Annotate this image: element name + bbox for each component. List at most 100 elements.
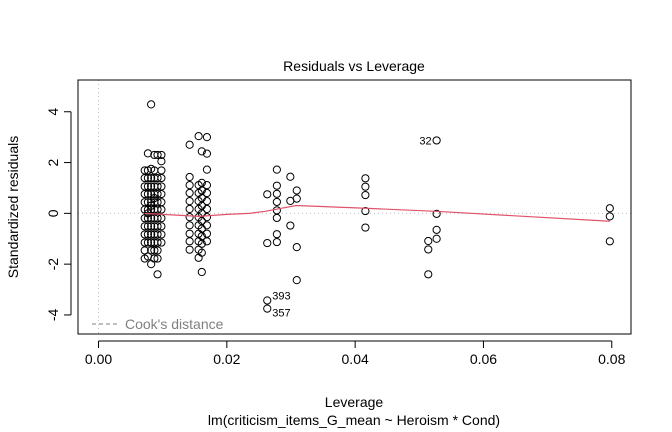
data-point xyxy=(185,188,194,198)
data-point xyxy=(147,100,156,109)
data-point xyxy=(147,214,156,223)
data-point xyxy=(361,190,370,200)
data-point xyxy=(194,132,203,141)
data-point xyxy=(143,214,153,223)
data-point xyxy=(147,230,156,239)
data-point xyxy=(153,270,162,279)
data-point xyxy=(202,188,212,198)
data-point xyxy=(140,166,149,175)
data-point xyxy=(185,140,194,149)
data-point xyxy=(153,230,162,239)
data-point xyxy=(272,206,281,215)
data-point xyxy=(202,229,212,238)
point-label: 393 xyxy=(272,290,290,302)
data-point xyxy=(153,246,162,255)
cooks-distance-legend-label: Cook's distance xyxy=(125,316,224,332)
y-axis-label: Standardized residuals xyxy=(5,136,21,278)
data-point xyxy=(147,238,156,247)
data-point xyxy=(143,149,153,158)
chart-subtitle: lm(criticism_items_G_mean ~ Heroism * Co… xyxy=(208,412,500,428)
x-tick-label: 0.04 xyxy=(342,351,369,367)
data-point xyxy=(292,276,301,285)
data-point xyxy=(272,197,281,207)
data-point xyxy=(143,238,153,247)
data-point xyxy=(153,198,162,207)
data-point xyxy=(605,204,614,213)
data-point xyxy=(185,172,194,182)
data-point xyxy=(202,133,212,142)
data-point xyxy=(202,197,212,206)
data-point xyxy=(272,213,281,223)
data-point xyxy=(272,189,281,198)
data-point xyxy=(202,204,212,214)
data-point xyxy=(185,237,194,246)
data-point xyxy=(361,174,370,183)
data-point xyxy=(263,238,272,248)
data-point xyxy=(432,136,441,145)
data-point xyxy=(153,222,162,231)
data-point xyxy=(194,253,203,262)
data-point xyxy=(147,222,156,231)
x-tick-label: 0.06 xyxy=(470,351,497,367)
y-tick-label: -4 xyxy=(45,309,61,322)
x-tick-label: 0.00 xyxy=(85,351,112,367)
data-point xyxy=(157,157,166,166)
data-point xyxy=(361,182,370,191)
y-tick-label: 2 xyxy=(45,158,61,166)
data-point xyxy=(432,234,441,243)
data-point xyxy=(361,223,370,232)
data-point xyxy=(153,182,162,191)
smooth-line xyxy=(144,204,610,222)
data-point xyxy=(157,222,166,231)
data-point xyxy=(424,245,433,254)
data-point xyxy=(150,246,159,255)
data-point xyxy=(140,198,149,207)
x-axis-label: Leverage xyxy=(325,394,384,410)
data-point xyxy=(143,222,153,231)
data-point xyxy=(292,186,301,195)
data-point xyxy=(197,267,206,277)
data-point xyxy=(432,225,441,234)
data-point xyxy=(153,238,162,247)
data-point xyxy=(272,230,281,239)
data-point xyxy=(432,209,441,218)
data-point xyxy=(140,182,149,191)
data-point xyxy=(157,182,166,191)
data-point xyxy=(157,150,166,160)
data-point xyxy=(153,150,162,160)
data-point xyxy=(202,221,212,230)
data-point xyxy=(424,236,433,246)
data-point xyxy=(605,212,614,221)
data-point xyxy=(605,237,614,246)
data-point xyxy=(157,166,166,175)
data-point xyxy=(185,204,194,214)
data-point xyxy=(197,147,206,156)
data-point xyxy=(157,198,166,207)
x-axis: 0.00 0.02 0.04 0.06 0.08 xyxy=(85,340,626,367)
data-point xyxy=(185,181,194,190)
data-point xyxy=(147,173,156,183)
y-axis: -4 -2 0 2 4 xyxy=(45,108,72,322)
data-point xyxy=(202,213,212,222)
x-tick-label: 0.08 xyxy=(598,351,625,367)
data-point xyxy=(143,230,153,239)
data-point xyxy=(263,190,272,199)
y-tick-label: -2 xyxy=(45,258,61,271)
data-point xyxy=(157,230,166,239)
data-point xyxy=(140,230,149,239)
data-point xyxy=(147,246,156,255)
data-point xyxy=(272,181,281,190)
y-tick-label: 4 xyxy=(45,108,61,116)
data-point xyxy=(286,172,295,181)
data-point xyxy=(292,243,301,252)
data-point xyxy=(157,238,166,247)
data-point xyxy=(140,238,149,247)
data-point xyxy=(185,221,194,230)
data-point xyxy=(140,222,149,231)
data-point xyxy=(272,165,281,174)
data-point xyxy=(185,197,194,206)
data-point xyxy=(361,206,370,216)
chart-title: Residuals vs Leverage xyxy=(283,58,425,74)
data-point xyxy=(202,165,212,174)
